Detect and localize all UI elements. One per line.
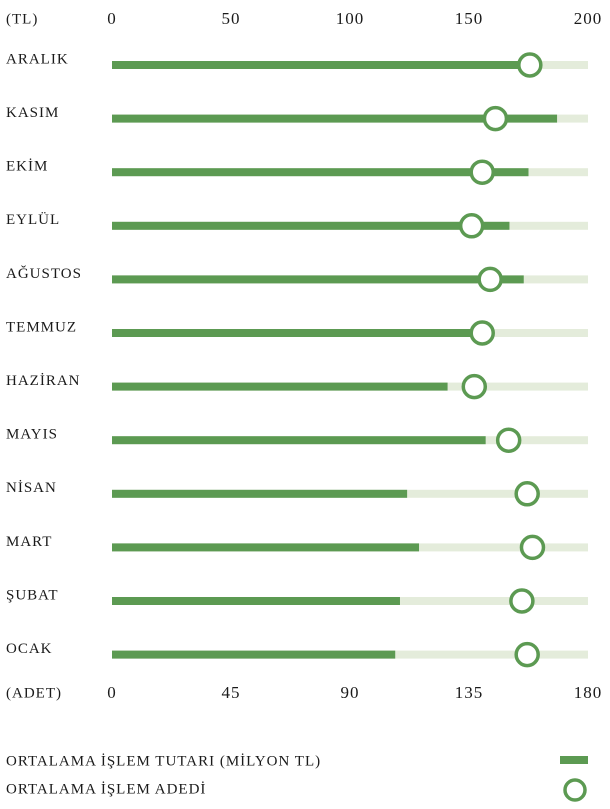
bar: [112, 221, 510, 230]
category-label: EKİM: [6, 159, 48, 175]
dot: [519, 534, 546, 561]
category-label: NİSAN: [6, 480, 57, 496]
bar: [112, 597, 400, 605]
category-label: AĞUSTOS: [6, 265, 82, 282]
legend-dot: [563, 778, 587, 802]
x2-tick-label: 180: [574, 683, 603, 702]
x-tick-label: 200: [574, 9, 603, 28]
bar: [112, 168, 529, 177]
bar: [112, 114, 558, 123]
x2-tick-label: 90: [341, 683, 360, 702]
x2-tick-label: 135: [455, 683, 484, 702]
category-label: HAZİRAN: [6, 373, 81, 389]
legend-label: ORTALAMA İŞLEM ADEDİ: [6, 781, 206, 797]
dot: [469, 159, 495, 185]
dot: [495, 427, 522, 453]
category-label: MART: [6, 534, 52, 550]
x-tick-label: 50: [222, 9, 241, 28]
x2-tick-label: 0: [107, 683, 117, 702]
category-label: OCAK: [6, 641, 53, 657]
category-label: ARALIK: [6, 51, 69, 67]
bar: [112, 61, 531, 69]
bar: [112, 543, 420, 552]
bar: [112, 382, 448, 391]
category-label: EYLÜL: [6, 211, 60, 228]
bar: [112, 650, 396, 659]
x-axis-label: (TL): [6, 11, 38, 27]
dot: [514, 641, 540, 668]
bar: [112, 275, 524, 284]
dot: [458, 213, 485, 239]
dot: [514, 481, 540, 507]
bar: [112, 489, 408, 498]
x2-axis-label: (ADET): [6, 685, 62, 701]
legend-label: ORTALAMA İŞLEM TUTARI (MİLYON TL): [6, 753, 321, 769]
dot: [461, 373, 488, 400]
x2-tick-label: 45: [222, 683, 241, 702]
dot: [482, 105, 509, 132]
category-label: KASIM: [6, 105, 59, 121]
legend-bar: [560, 756, 588, 764]
dot: [469, 320, 495, 346]
category-label: ŞUBAT: [6, 587, 59, 603]
bar: [112, 329, 479, 337]
bar: [112, 436, 486, 445]
category-label: MAYIS: [6, 427, 58, 443]
dot: [477, 266, 503, 293]
x-tick-label: 0: [107, 9, 117, 28]
dot: [517, 52, 543, 78]
dot: [509, 588, 535, 614]
category-label: TEMMUZ: [6, 319, 77, 335]
x-tick-label: 150: [455, 9, 484, 28]
x-tick-label: 100: [336, 9, 365, 28]
